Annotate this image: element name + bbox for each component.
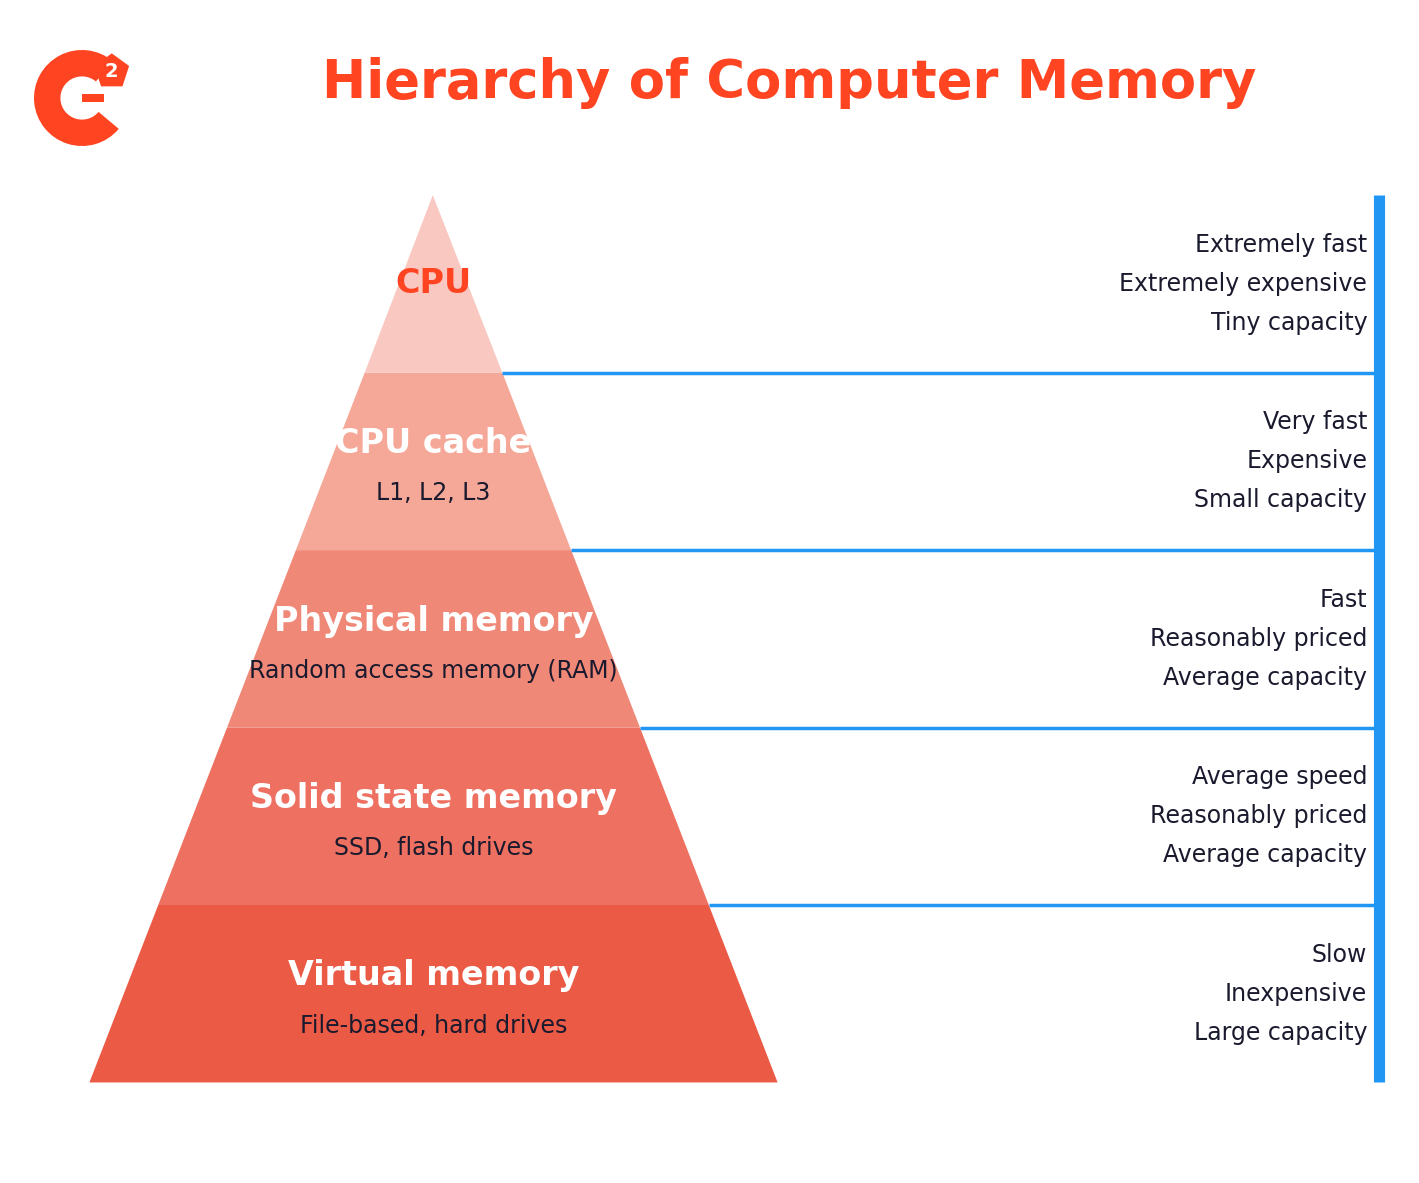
Polygon shape [95,53,129,86]
Polygon shape [89,905,778,1082]
Text: Average capacity: Average capacity [1164,843,1368,867]
Text: Large capacity: Large capacity [1193,1021,1368,1045]
Text: Average capacity: Average capacity [1164,666,1368,690]
Bar [82,93,104,102]
Text: Small capacity: Small capacity [1195,489,1368,512]
Text: Physical memory: Physical memory [274,605,593,638]
Text: Extremely expensive: Extremely expensive [1120,272,1368,296]
Polygon shape [227,550,640,728]
Text: Average speed: Average speed [1192,765,1368,789]
Text: Tiny capacity: Tiny capacity [1210,311,1368,335]
Text: Slow: Slow [1313,943,1368,967]
Text: CPU: CPU [396,267,471,300]
Text: File-based, hard drives: File-based, hard drives [299,1014,568,1037]
Text: Reasonably priced: Reasonably priced [1149,804,1368,828]
Text: Inexpensive: Inexpensive [1225,982,1368,1006]
Text: Random access memory (RAM): Random access memory (RAM) [250,659,617,683]
Polygon shape [158,728,710,905]
Text: Reasonably priced: Reasonably priced [1149,627,1368,651]
Wedge shape [34,50,119,146]
Text: Very fast: Very fast [1263,411,1368,434]
Polygon shape [365,195,502,373]
Text: 2: 2 [105,62,119,82]
Text: Extremely fast: Extremely fast [1195,233,1368,257]
Text: SSD, flash drives: SSD, flash drives [333,836,534,860]
Text: Fast: Fast [1320,588,1368,612]
Polygon shape [295,373,570,550]
Text: Virtual memory: Virtual memory [288,959,579,993]
Text: Expensive: Expensive [1246,450,1368,473]
Text: L1, L2, L3: L1, L2, L3 [376,481,491,505]
Text: Hierarchy of Computer Memory: Hierarchy of Computer Memory [322,57,1257,109]
Text: CPU cache: CPU cache [335,427,532,460]
Text: Solid state memory: Solid state memory [250,782,617,815]
